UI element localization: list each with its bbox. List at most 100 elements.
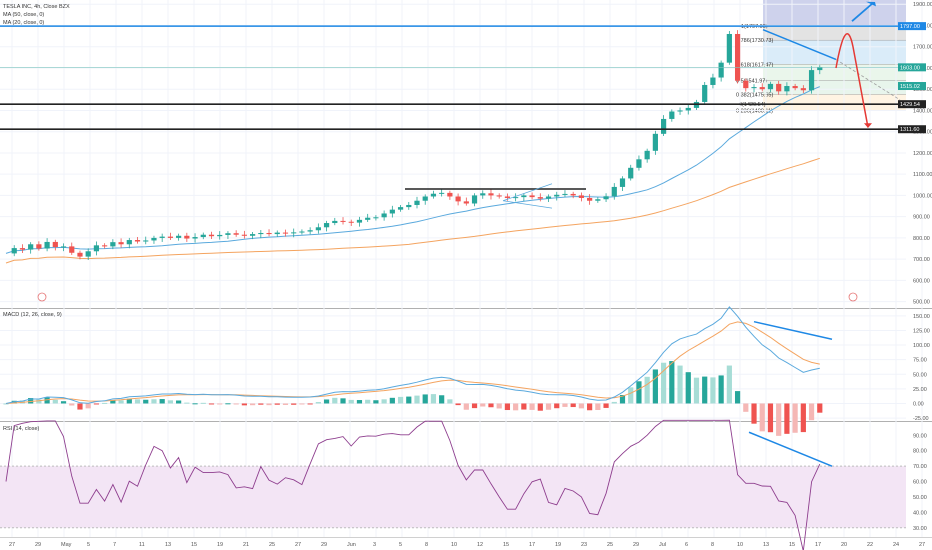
macd-histogram-bar — [414, 395, 420, 404]
time-tick-label: 29 — [633, 542, 639, 548]
macd-tick-label: 150.00 — [913, 314, 930, 320]
candle-body — [603, 196, 609, 200]
candle-body — [118, 242, 124, 245]
rsi-tick-label: 70.00 — [913, 464, 927, 470]
candle-body — [471, 195, 478, 204]
time-tick-label: 29 — [321, 542, 327, 548]
macd-histogram-bar — [702, 376, 708, 404]
rsi-tick-label: 40.00 — [913, 510, 927, 516]
macd-histogram-bar — [595, 403, 601, 411]
price-tick-label: 1500.00 — [913, 87, 932, 93]
macd-histogram-bar — [299, 403, 305, 405]
macd-histogram-bar — [52, 399, 58, 404]
candle-body — [282, 232, 289, 234]
bearish-arrow-head — [864, 123, 872, 128]
price-pane[interactable] — [0, 0, 906, 308]
time-tick-label: 15 — [789, 542, 795, 548]
macd-tick-label: 75.00 — [913, 358, 927, 364]
macd-histogram-bar — [800, 403, 806, 433]
candle-body — [422, 196, 428, 201]
price-tag — [898, 82, 926, 91]
macd-histogram-bar — [184, 402, 190, 404]
candle-body — [208, 234, 215, 237]
candle-body — [562, 193, 568, 195]
candle-body — [102, 245, 108, 247]
candle-body — [258, 233, 264, 235]
candle-body — [126, 240, 132, 245]
macd-histogram-bar — [817, 403, 823, 413]
macd-histogram-bar — [455, 403, 461, 406]
macd-histogram-bar — [439, 395, 445, 404]
macd-histogram-bar — [734, 391, 741, 404]
time-tick-label: 10 — [737, 542, 743, 548]
macd-histogram-bar — [340, 398, 346, 404]
time-tick-label: 11 — [139, 542, 145, 548]
moving-averages — [5, 86, 820, 264]
candlesticks — [11, 30, 823, 260]
candle-body — [792, 86, 798, 89]
candle-body — [726, 33, 732, 63]
macd-histogram-bar — [430, 394, 437, 404]
macd-histogram-bar — [373, 400, 379, 404]
candle-body — [808, 70, 815, 91]
candle-body — [734, 33, 741, 81]
candle-body — [636, 159, 642, 168]
time-tick-label: 21 — [243, 542, 249, 548]
ma50-line — [5, 157, 820, 264]
macd-histogram-bar — [513, 403, 519, 411]
candle-body — [315, 227, 321, 231]
macd-histogram-bar — [808, 403, 815, 421]
macd-tick-label: 125.00 — [913, 328, 930, 334]
rsi-tick-label: 60.00 — [913, 480, 927, 486]
macd-histogram-bar — [208, 403, 215, 405]
time-tick-label: 13 — [165, 542, 171, 548]
candle-body — [69, 246, 75, 253]
time-tick-label: 20 — [841, 542, 847, 548]
macd-histogram-bar — [217, 403, 223, 405]
candle-body — [192, 237, 198, 239]
price-tick-label: 1000.00 — [913, 193, 932, 199]
candle-body — [52, 241, 58, 248]
candle-body — [266, 233, 272, 235]
candle-body — [685, 107, 691, 111]
macd-histogram-bar — [545, 403, 552, 410]
candle-body — [570, 193, 576, 196]
candle-body — [521, 195, 527, 198]
price-tag — [898, 125, 926, 134]
rsi-line — [5, 419, 821, 550]
macd-histogram-bar — [258, 403, 264, 405]
time-tick-label: May — [61, 542, 72, 548]
drawings[interactable] — [0, 1, 906, 302]
time-tick-label: Jul — [659, 542, 666, 548]
candle-body — [537, 197, 543, 199]
price-axis[interactable] — [906, 0, 932, 550]
rsi-pane[interactable]: 90.00 80.00 70.00 60.00 50.00 40.00 30.00 — [0, 419, 927, 550]
macd-histogram-bar — [389, 397, 395, 404]
macd-histogram-bar — [587, 403, 593, 411]
price-tick-label: 700.00 — [913, 257, 930, 263]
macd-histogram-bar — [578, 403, 584, 409]
price-tag — [898, 22, 926, 31]
macd-histogram-bar — [743, 403, 749, 412]
trend-extension — [835, 59, 901, 101]
time-tick-label: 25 — [269, 542, 275, 548]
macd-histogram-bar — [471, 403, 478, 409]
fib-label: 0.618(1617.47) — [736, 62, 773, 68]
macd-histogram-bar — [60, 401, 67, 404]
time-tick-label: 3 — [373, 542, 376, 548]
candle-body — [134, 240, 141, 242]
candle-body — [652, 133, 658, 151]
candle-body — [644, 150, 650, 160]
macd-histogram-bar — [611, 401, 617, 404]
macd-pane[interactable]: 150.00 125.00 100.00 75.00 50.00 25.00 0.00 -25… — [0, 306, 930, 436]
macd-tick-label: 50.00 — [913, 372, 927, 378]
price-tick-label: 600.00 — [913, 278, 930, 284]
macd-histogram-bar — [406, 396, 412, 404]
candle-body — [504, 196, 511, 198]
fib-band — [763, 64, 906, 81]
time-tick-label: 8 — [425, 542, 428, 548]
candle-body — [430, 193, 437, 197]
candle-body — [767, 83, 774, 90]
candle-body — [817, 67, 823, 71]
